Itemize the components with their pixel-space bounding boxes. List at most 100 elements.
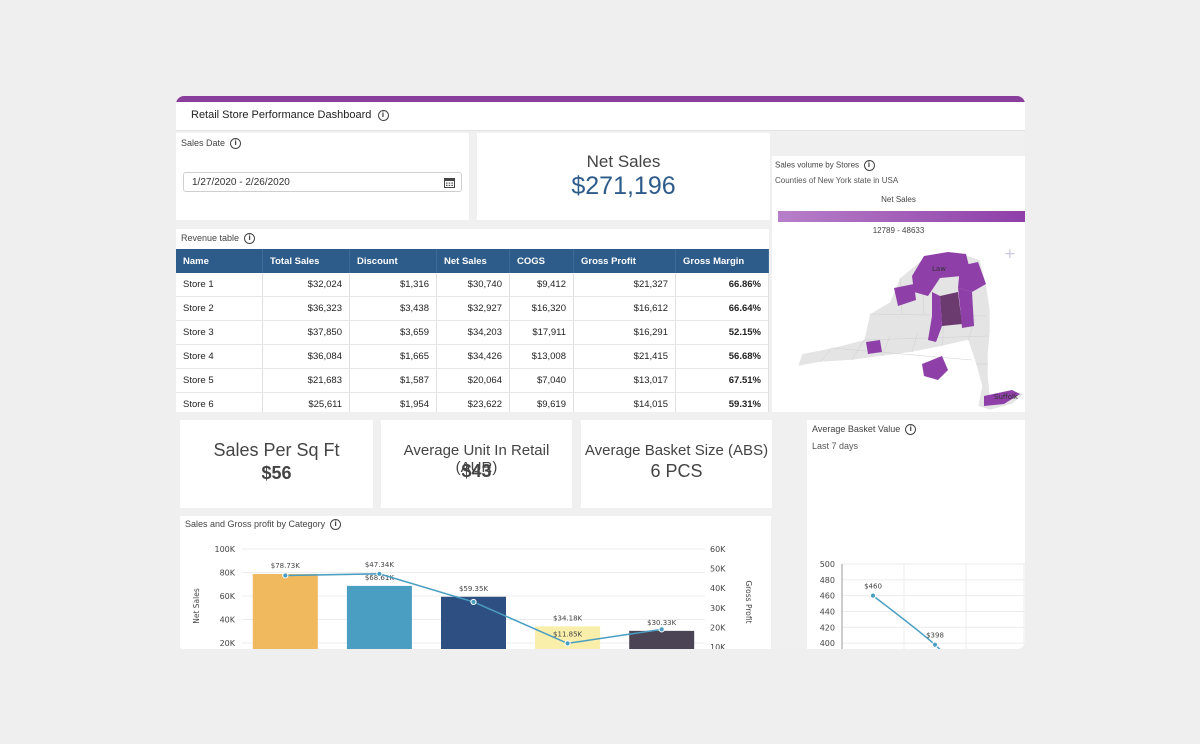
county-central-dark — [940, 292, 962, 326]
county-central-right — [958, 288, 974, 328]
line-data-label: $11.85K — [553, 630, 582, 638]
bar — [346, 585, 412, 649]
table-cell: 56.68% — [675, 344, 769, 369]
table-cell: 52.15% — [675, 320, 769, 345]
info-icon[interactable]: i — [230, 138, 242, 150]
column-header[interactable]: Net Sales — [436, 249, 510, 273]
table-cell: $21,327 — [573, 273, 676, 297]
table-cell: $32,927 — [436, 296, 510, 321]
basket-value-point — [931, 641, 939, 648]
new-york-map[interactable]: Law Suffolk + — [772, 236, 1025, 412]
y-tick-label: 420 — [820, 623, 835, 632]
gross-profit-point — [470, 598, 477, 606]
table-cell: $34,426 — [436, 344, 510, 369]
sales-date-value: 1/27/2020 - 2/26/2020 — [192, 177, 290, 188]
category-chart-panel: Sales and Gross profit by Category i 100… — [180, 516, 771, 649]
kpi-label: Average Unit In Retail (AUR) — [403, 442, 550, 476]
table-row[interactable]: Store 1 $32,024 $1,316 $30,740 $9,412 $21,327… — [176, 273, 769, 297]
table-cell: Store 1 — [176, 273, 263, 297]
plus-icon[interactable]: + — [1004, 246, 1016, 262]
info-icon[interactable]: i — [905, 424, 917, 436]
table-cell: Store 4 — [176, 344, 263, 369]
info-icon[interactable]: i — [330, 519, 342, 531]
revenue-table-title: Revenue table i — [181, 233, 256, 245]
basket-value-point — [869, 592, 877, 599]
table-cell: $37,850 — [262, 320, 350, 345]
table-cell: $34,203 — [436, 320, 510, 345]
y2-tick-label: 60K — [710, 545, 726, 554]
table-cell: $21,415 — [573, 344, 676, 369]
table-row[interactable]: Store 5 $21,683 $1,587 $20,064 $7,040 $13,017… — [176, 368, 769, 393]
column-header[interactable]: COGS — [509, 249, 574, 273]
basket-chart[interactable]: 500480460440420400380360340320300280$460… — [807, 420, 1025, 649]
table-header-row: Name Total Sales Discount Net Sales COGS… — [176, 249, 769, 273]
table-row[interactable]: Store 4 $36,084 $1,665 $34,426 $13,008 $21,41… — [176, 344, 769, 369]
table-cell: $16,320 — [509, 296, 574, 321]
kpi-value: 6 PCS — [650, 461, 703, 481]
net-sales-label: Net Sales — [586, 152, 661, 171]
county-southwest — [866, 340, 882, 354]
category-chart[interactable]: 100K 80K 60K 40K 20K 60K 50K 40K 30K 20K 10K Net Sa… — [180, 516, 771, 649]
net-sales-value: $271,196 — [571, 172, 676, 200]
revenue-table: Name Total Sales Discount Net Sales COGS… — [176, 249, 769, 412]
table-row[interactable]: Store 2 $36,323 $3,438 $32,927 $16,320 $16,61… — [176, 296, 769, 321]
table-cell: $30,740 — [436, 273, 510, 297]
county-northern — [912, 252, 970, 296]
gross-profit-point — [658, 626, 665, 633]
info-icon[interactable]: i — [244, 233, 256, 245]
bar-data-label: $78.73K — [271, 562, 300, 570]
map-legend-bar — [778, 211, 1025, 222]
y-tick-label: 100K — [214, 545, 235, 554]
gross-profit-point — [564, 640, 571, 647]
table-cell: 59.31% — [675, 392, 769, 412]
county-central-left — [928, 292, 942, 342]
table-cell: $9,412 — [509, 273, 574, 297]
column-header[interactable]: Discount — [349, 249, 437, 273]
county-south — [922, 356, 948, 380]
kpi-value: $56 — [261, 463, 292, 483]
basket-chart-panel: Average Basket Value i Last 7 days 500 48… — [807, 420, 1025, 649]
table-row[interactable]: Store 3 $37,850 $3,659 $34,203 $17,911 $16,29… — [176, 320, 769, 345]
revenue-table-panel: Revenue table i Name Total Sales Discoun… — [176, 229, 769, 412]
table-cell: $9,619 — [509, 392, 574, 412]
column-header[interactable]: Total Sales — [262, 249, 350, 273]
bar — [535, 626, 601, 649]
sales-date-input[interactable]: 1/27/2020 - 2/26/2020 — [183, 172, 462, 192]
table-cell: $16,612 — [573, 296, 676, 321]
table-cell: Store 6 — [176, 392, 263, 412]
kpi-sales-per-sqft: Sales Per Sq Ft $56 — [180, 420, 373, 508]
y-tick-label: 480 — [820, 576, 835, 585]
county-east-upper — [958, 262, 986, 292]
table-cell: $32,024 — [262, 273, 350, 297]
table-cell: $1,587 — [349, 368, 437, 393]
info-icon[interactable]: i — [377, 109, 389, 121]
kpi-aur: Average Unit In Retail (AUR) $43 — [381, 420, 572, 508]
table-cell: $3,438 — [349, 296, 437, 321]
table-cell: $16,291 — [573, 320, 676, 345]
info-icon[interactable]: i — [863, 160, 875, 171]
category-chart-title: Sales and Gross profit by Category i — [185, 519, 342, 531]
table-cell: $20,064 — [436, 368, 510, 393]
table-cell: $14,015 — [573, 392, 676, 412]
dashboard-title: Retail Store Performance Dashboard i — [191, 109, 389, 121]
gross-profit-point — [376, 570, 383, 577]
column-header[interactable]: Name — [176, 249, 263, 273]
y2-axis-label: Gross Profit — [744, 580, 753, 623]
net-sales-panel: Net Sales $271,196 — [477, 133, 770, 220]
revenue-table-body: Store 1 $32,024 $1,316 $30,740 $9,412 $21,327… — [176, 273, 769, 412]
calendar-icon[interactable] — [444, 177, 455, 188]
table-cell: 66.64% — [675, 296, 769, 321]
y-tick-label: 460 — [820, 592, 835, 601]
dashboard-frame: Retail Store Performance Dashboard i Sal… — [176, 96, 1025, 649]
map-panel: Sales volume by Stores i Counties of New… — [772, 156, 1025, 412]
column-header[interactable]: Gross Margin — [675, 249, 769, 273]
basket-chart-subtitle: Last 7 days — [812, 441, 859, 451]
y2-tick-label: 40K — [710, 584, 726, 593]
column-header[interactable]: Gross Profit — [573, 249, 676, 273]
table-row[interactable]: Store 6 $25,611 $1,954 $23,622 $9,619 $14,015… — [176, 392, 769, 412]
table-cell: 67.51% — [675, 368, 769, 393]
bar — [252, 573, 318, 649]
map-subtitle: Counties of New York state in USA — [775, 176, 899, 185]
y-tick-label: 40K — [220, 616, 236, 625]
basket-chart-title: Average Basket Value i — [812, 424, 917, 436]
